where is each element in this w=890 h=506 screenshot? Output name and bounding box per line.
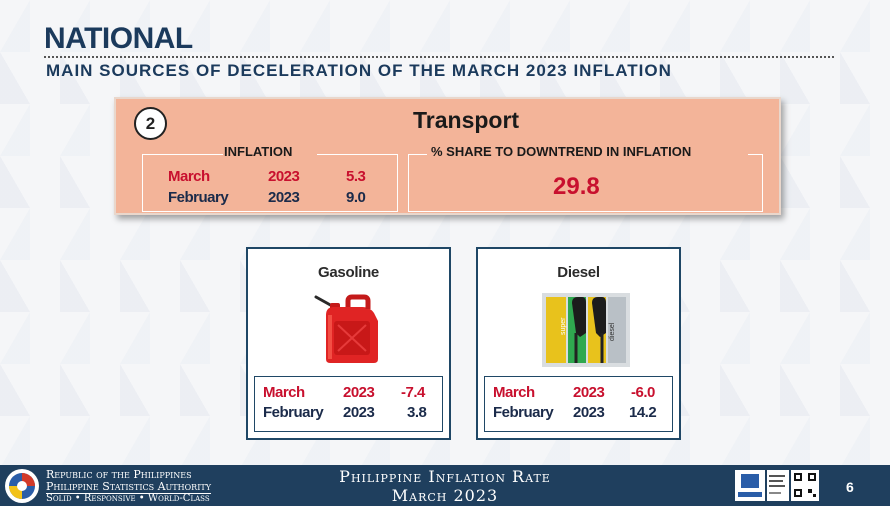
share-label: % SHARE TO DOWNTREND IN INFLATION bbox=[431, 144, 692, 159]
inflation-frame bbox=[142, 154, 398, 212]
gasoline-card: Gasoline March 2023 -7.4 February 2023 3… bbox=[246, 247, 451, 440]
row-value: 3.8 bbox=[407, 404, 427, 421]
inflation-label: INFLATION bbox=[224, 144, 293, 159]
card-values-box: March 2023 -6.0 February 2023 14.2 bbox=[484, 376, 673, 432]
row-month: February bbox=[168, 189, 229, 206]
footer-org-line2: Philippine Statistics Authority bbox=[46, 480, 211, 494]
transport-title: Transport bbox=[413, 107, 520, 133]
section-number-badge: 2 bbox=[134, 107, 167, 140]
diesel-card: Diesel super diesel March 2023 -6.0 Febr… bbox=[476, 247, 681, 440]
row-year: 2023 bbox=[343, 404, 375, 421]
row-month: March bbox=[493, 384, 535, 401]
row-value: -7.4 bbox=[401, 384, 425, 401]
row-value: 9.0 bbox=[346, 189, 366, 206]
fuel-pump-nozzles-icon: super diesel bbox=[542, 293, 630, 367]
footer-center-line1: Philippine Inflation Rate bbox=[339, 467, 551, 486]
page-number: 6 bbox=[846, 479, 854, 495]
card-values-box: March 2023 -7.4 February 2023 3.8 bbox=[254, 376, 443, 432]
page-subtitle: MAIN SOURCES OF DECELERATION OF THE MARC… bbox=[46, 61, 672, 80]
certification-text-block bbox=[767, 470, 789, 501]
transport-summary-box: 2 Transport INFLATION March 2023 5.3 Feb… bbox=[114, 97, 781, 215]
card-title: Gasoline bbox=[318, 264, 379, 281]
certification-badge-icon bbox=[735, 470, 765, 501]
row-value: 5.3 bbox=[346, 168, 366, 185]
psa-logo-icon bbox=[5, 469, 39, 503]
qr-code-icon bbox=[791, 470, 819, 501]
row-month: February bbox=[493, 404, 554, 421]
row-value: -6.0 bbox=[631, 384, 655, 401]
footer-center-line2: March 2023 bbox=[391, 486, 499, 505]
row-year: 2023 bbox=[573, 404, 605, 421]
row-year: 2023 bbox=[268, 168, 300, 185]
share-value: 29.8 bbox=[553, 173, 600, 200]
row-year: 2023 bbox=[343, 384, 375, 401]
pump-label-diesel: diesel bbox=[609, 322, 616, 341]
row-year: 2023 bbox=[268, 189, 300, 206]
gas-can-icon bbox=[314, 294, 378, 363]
title-divider bbox=[44, 56, 834, 58]
row-month: February bbox=[263, 404, 324, 421]
card-title: Diesel bbox=[557, 264, 600, 281]
page-title: NATIONAL bbox=[44, 22, 193, 55]
row-month: March bbox=[263, 384, 305, 401]
footer-org-line1: Republic of the Philippines bbox=[46, 468, 192, 481]
row-year: 2023 bbox=[573, 384, 605, 401]
pump-label-super: super bbox=[560, 317, 567, 335]
row-month: March bbox=[168, 168, 210, 185]
footer-bar: Republic of the Philippines Philippine S… bbox=[0, 465, 890, 506]
footer-org-line3: Solid • Responsive • World-Class bbox=[46, 493, 210, 504]
row-value: 14.2 bbox=[629, 404, 657, 421]
share-frame bbox=[408, 154, 763, 212]
